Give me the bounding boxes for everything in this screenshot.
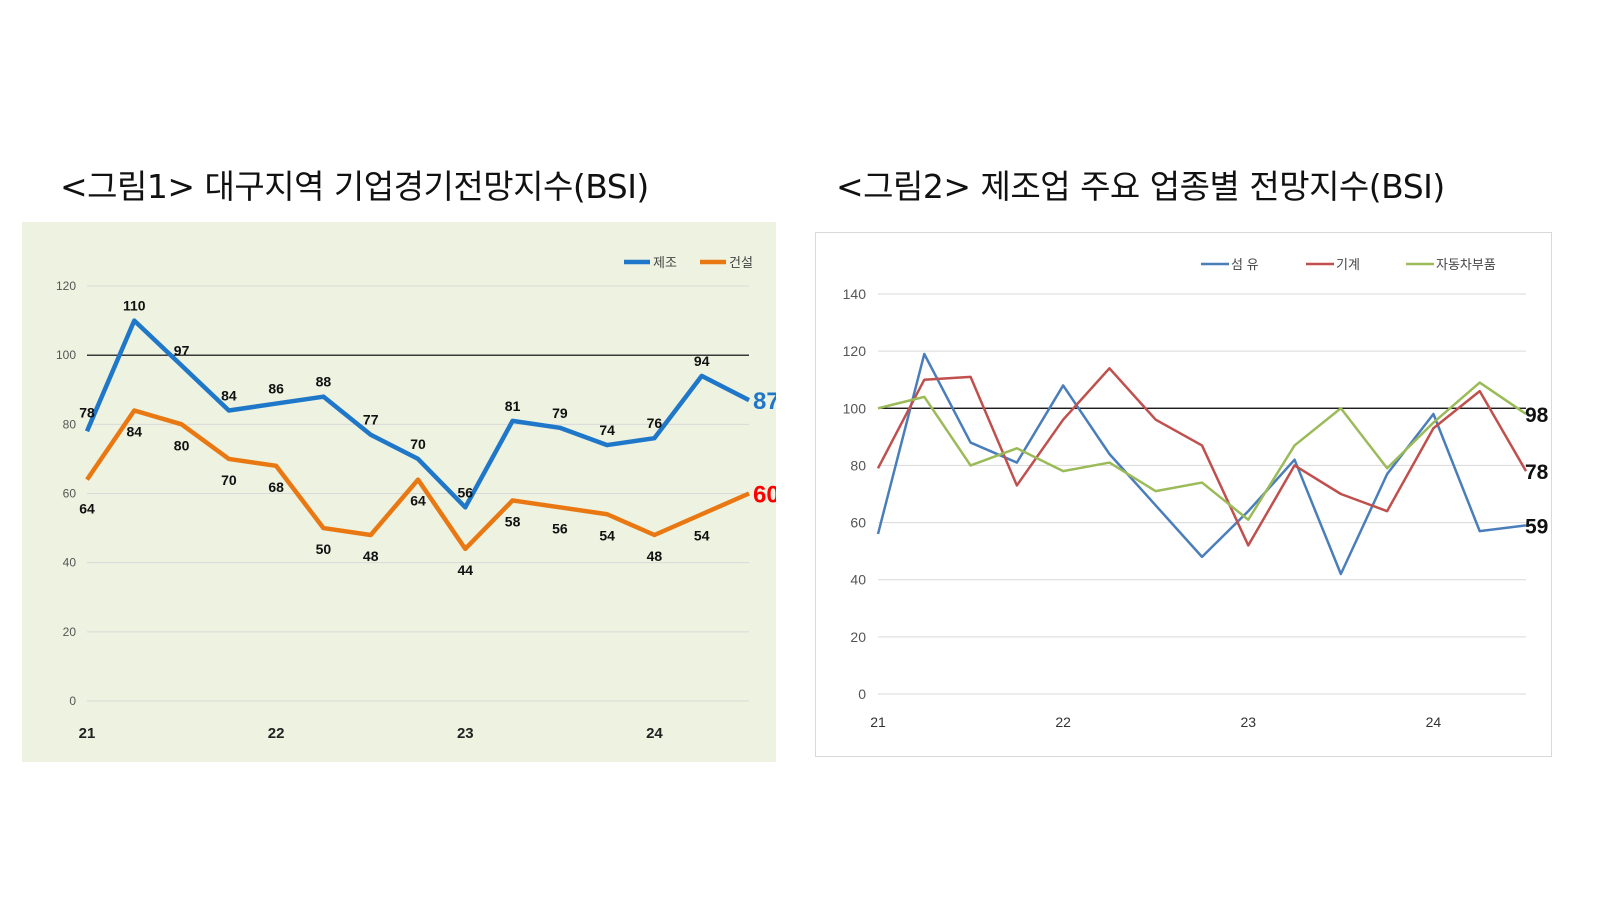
- chart2-title: <그림2> 제조업 주요 업종별 전망지수(BSI): [836, 167, 1445, 206]
- chart2-end-label: 78: [1525, 461, 1549, 484]
- chart2-end-label: 98: [1525, 404, 1549, 427]
- chart1-data-label: 44: [457, 562, 473, 578]
- chart2-y-tick-label: 60: [850, 515, 866, 531]
- chart1-data-label: 77: [363, 412, 379, 428]
- chart1-y-tick-label: 0: [69, 694, 76, 708]
- chart1-y-tick-label: 120: [56, 279, 76, 293]
- chart1-data-label: 88: [316, 374, 332, 390]
- chart1-data-label: 54: [599, 527, 615, 543]
- chart1-data-label: 70: [410, 436, 426, 452]
- chart1-data-label: 81: [505, 398, 521, 414]
- chart1-series-line: [84, 318, 751, 510]
- chart2-y-tick-label: 140: [843, 286, 867, 302]
- chart2-x-tick-label: 23: [1240, 714, 1256, 730]
- chart1-svg: 0 20 40 60 80 100 120 21 22 23 24 78 110 97 84 86 88 77 70…: [56, 255, 780, 742]
- chart1-data-label: 97: [174, 343, 190, 359]
- chart2-x-tick-label: 21: [870, 714, 886, 730]
- chart2-end-label: 59: [1525, 515, 1548, 538]
- chart2-x-tick-label: 24: [1426, 714, 1442, 730]
- chart1-data-label: 50: [316, 541, 332, 557]
- chart1-end-label: 60: [753, 482, 776, 509]
- chart1-data-label: 94: [694, 353, 710, 369]
- chart1-data-label: 48: [363, 548, 379, 564]
- chart1-data-label: 86: [268, 381, 284, 397]
- chart2-series-line: [876, 367, 1528, 547]
- chart1-data-label: 84: [221, 388, 237, 404]
- chart1-data-label: 70: [221, 472, 237, 488]
- chart2-y-tick-label: 80: [850, 457, 866, 473]
- chart2-y-tick-label: 0: [858, 686, 866, 702]
- chart1-data-label: 110: [123, 298, 146, 314]
- chart1-data-label: 76: [647, 415, 663, 431]
- chart2-series-line: [876, 352, 1527, 576]
- chart1-data-label: 84: [126, 424, 142, 440]
- chart1-data-label: 79: [552, 405, 568, 421]
- chart1-x-tick-label: 21: [79, 725, 96, 742]
- chart1-y-tick-label: 20: [63, 625, 77, 639]
- chart1-x-tick-label: 22: [268, 725, 285, 742]
- chart2-legend-label: 섬 유: [1231, 257, 1259, 272]
- chart1-x-tick-label: 23: [457, 725, 474, 742]
- chart1-legend-label: 건설: [729, 255, 753, 270]
- chart2-svg: 0 20 40 60 80 100 120 140 21 22 23 24 59 78 98 섬 유 기계 자동차…: [843, 257, 1549, 730]
- chart1-x-tick-label: 24: [646, 725, 663, 742]
- chart1-data-label: 74: [599, 422, 615, 438]
- chart2-panel: 0 20 40 60 80 100 120 140 21 22 23 24 59 78 98 섬 유 기계 자동차…: [815, 232, 1552, 757]
- chart1-data-label: 68: [268, 479, 284, 495]
- chart1-series-line: [85, 408, 750, 552]
- chart2-y-tick-label: 40: [850, 572, 866, 588]
- chart1-data-label: 56: [552, 520, 568, 536]
- chart1-data-label: 58: [505, 513, 521, 529]
- chart1-title: <그림1> 대구지역 기업경기전망지수(BSI): [60, 167, 649, 206]
- chart2-x-tick-label: 22: [1055, 714, 1071, 730]
- chart1-data-label: 64: [79, 501, 95, 517]
- chart1-data-label: 78: [79, 404, 95, 420]
- chart1-data-label: 56: [457, 484, 473, 500]
- chart2-legend-label: 자동차부품: [1436, 257, 1496, 272]
- chart1-data-label: 80: [174, 437, 190, 453]
- chart2-y-tick-label: 20: [850, 629, 866, 645]
- chart1-data-label: 48: [647, 548, 663, 564]
- chart1-data-label: 64: [410, 493, 426, 509]
- chart1-legend-label: 제조: [653, 255, 677, 270]
- chart1-y-tick-label: 60: [63, 487, 77, 501]
- chart2-series-line: [877, 381, 1527, 521]
- chart1-y-tick-label: 80: [63, 417, 77, 431]
- chart1-y-tick-label: 40: [63, 556, 77, 570]
- chart1-end-label: 87: [753, 388, 776, 415]
- chart2-legend-label: 기계: [1336, 257, 1360, 272]
- chart1-panel: 0 20 40 60 80 100 120 21 22 23 24 78 110 97 84 86 88 77 70…: [22, 222, 780, 762]
- chart1-y-tick-label: 100: [56, 348, 76, 362]
- chart2-y-tick-label: 120: [843, 343, 867, 359]
- chart1-data-label: 54: [694, 527, 710, 543]
- chart2-y-tick-label: 100: [843, 400, 867, 416]
